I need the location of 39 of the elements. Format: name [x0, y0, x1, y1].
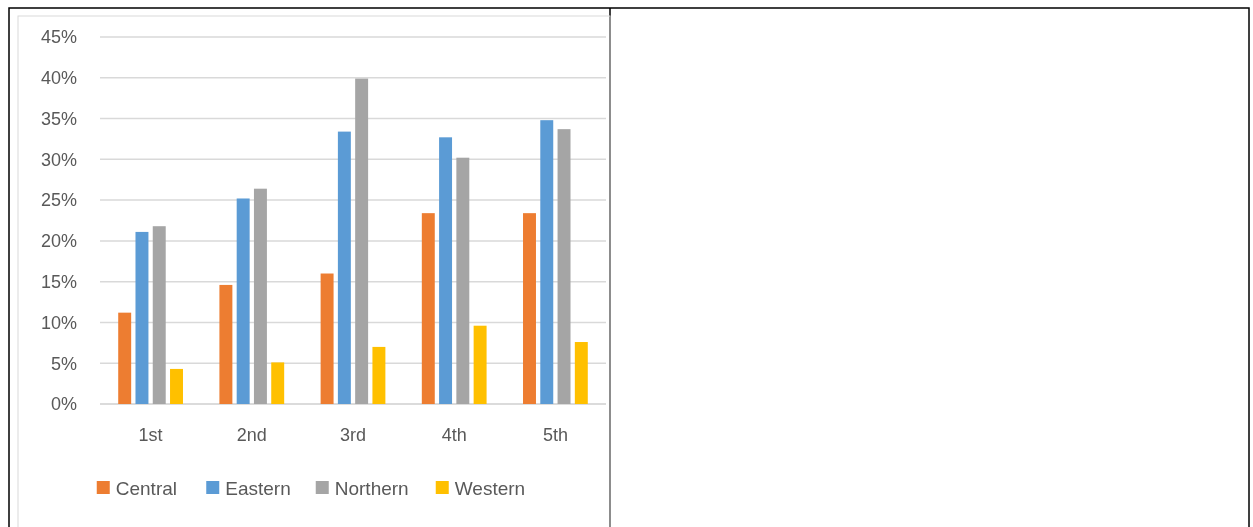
y-tick-label: 30%: [40, 149, 77, 170]
x-tick-label: 5th: [542, 425, 568, 446]
legend-label: Western: [454, 477, 526, 499]
bar: [236, 198, 250, 404]
bar: [337, 131, 351, 404]
bar: [523, 213, 536, 404]
bar: [421, 213, 435, 404]
y-tick-label: 10%: [40, 312, 77, 333]
bar: [540, 120, 554, 404]
bar: [253, 188, 267, 404]
bar: [456, 157, 470, 404]
x-tick-label: 4th: [441, 425, 467, 446]
x-tick-label: 3rd: [339, 425, 367, 446]
y-tick-label: 20%: [40, 231, 77, 252]
bar: [557, 129, 571, 404]
bar: [170, 368, 183, 404]
y-tick-label: 45%: [40, 27, 77, 48]
bar: [320, 273, 334, 404]
bar: [271, 362, 285, 404]
bar: [574, 342, 588, 404]
bar: [372, 346, 386, 404]
bar: [118, 312, 132, 404]
y-tick-label: 40%: [40, 68, 77, 89]
legend-label: Central: [115, 477, 177, 499]
legend-label: Eastern: [225, 477, 291, 499]
x-tick-label: 1st: [138, 425, 163, 446]
y-tick-label: 35%: [40, 108, 77, 129]
bar: [152, 226, 166, 404]
y-tick-label: 25%: [40, 190, 77, 211]
y-tick-label: 15%: [40, 271, 77, 292]
legend-label: Northern: [334, 477, 409, 499]
bar: [135, 231, 149, 404]
y-tick-label: 0%: [50, 394, 77, 415]
bar: [219, 284, 233, 404]
bar: [473, 325, 487, 404]
bar: [439, 137, 453, 404]
y-tick-label: 5%: [50, 353, 77, 374]
x-tick-label: 2nd: [236, 425, 267, 446]
bar: [355, 78, 369, 404]
